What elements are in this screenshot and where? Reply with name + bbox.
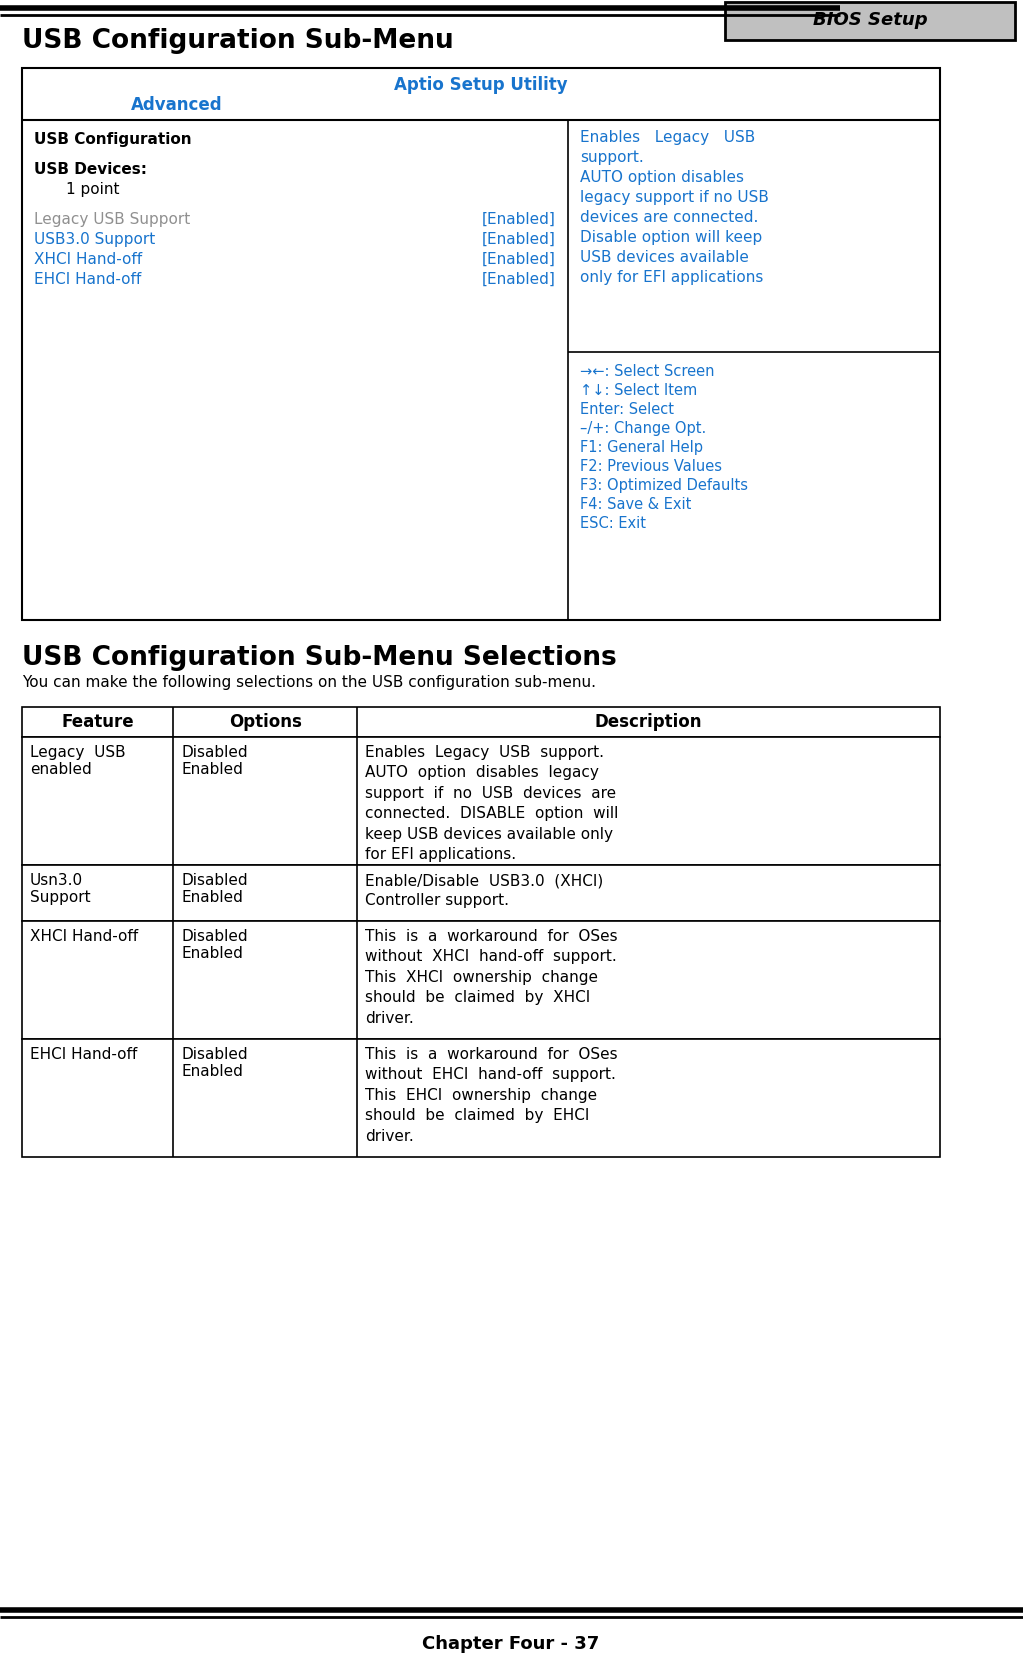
Text: USB Devices:: USB Devices: <box>34 163 147 178</box>
Bar <box>23 707 940 737</box>
Text: XHCI Hand-off: XHCI Hand-off <box>34 252 142 267</box>
Text: F3: Optimized Defaults: F3: Optimized Defaults <box>580 478 748 493</box>
Text: Legacy  USB
enabled: Legacy USB enabled <box>30 745 126 777</box>
Text: [Enabled]: [Enabled] <box>482 212 555 227</box>
Text: Disabled
Enabled: Disabled Enabled <box>181 1047 249 1079</box>
Text: [Enabled]: [Enabled] <box>482 232 555 247</box>
Text: Disabled
Enabled: Disabled Enabled <box>181 745 249 777</box>
Text: –/+: Change Opt.: –/+: Change Opt. <box>580 422 706 437</box>
Text: Chapter Four - 37: Chapter Four - 37 <box>422 1635 599 1653</box>
Text: Enables  Legacy  USB  support.
AUTO  option  disables  legacy
support  if  no  U: Enables Legacy USB support. AUTO option … <box>365 745 619 862</box>
Text: USB Configuration Sub-Menu: USB Configuration Sub-Menu <box>23 28 454 55</box>
Text: →←: Select Screen: →←: Select Screen <box>580 364 714 378</box>
Text: You can make the following selections on the USB configuration sub-menu.: You can make the following selections on… <box>23 676 596 691</box>
Text: ESC: Exit: ESC: Exit <box>580 516 646 531</box>
Text: AUTO option disables: AUTO option disables <box>580 169 744 184</box>
Text: USB Configuration Sub-Menu Selections: USB Configuration Sub-Menu Selections <box>23 646 617 671</box>
Text: Aptio Setup Utility: Aptio Setup Utility <box>394 76 568 95</box>
Text: Options: Options <box>229 714 302 730</box>
Bar <box>23 737 940 865</box>
Text: Disabled
Enabled: Disabled Enabled <box>181 873 249 905</box>
Text: Advanced: Advanced <box>131 96 223 115</box>
Text: 1 point: 1 point <box>66 183 120 198</box>
Bar <box>23 1039 940 1157</box>
Text: Feature: Feature <box>61 714 134 730</box>
Text: F4: Save & Exit: F4: Save & Exit <box>580 496 692 511</box>
Text: EHCI Hand-off: EHCI Hand-off <box>34 272 141 287</box>
Text: Enables   Legacy   USB: Enables Legacy USB <box>580 129 755 144</box>
Text: EHCI Hand-off: EHCI Hand-off <box>30 1047 137 1062</box>
Text: Usn3.0
Support: Usn3.0 Support <box>30 873 91 905</box>
Text: XHCI Hand-off: XHCI Hand-off <box>30 930 138 945</box>
Text: support.: support. <box>580 149 643 164</box>
Text: Disable option will keep: Disable option will keep <box>580 231 762 246</box>
Bar <box>23 865 940 921</box>
Text: This  is  a  workaround  for  OSes
without  EHCI  hand-off  support.
This  EHCI : This is a workaround for OSes without EH… <box>365 1047 618 1144</box>
Text: This  is  a  workaround  for  OSes
without  XHCI  hand-off  support.
This  XHCI : This is a workaround for OSes without XH… <box>365 930 618 1026</box>
Text: Enter: Select: Enter: Select <box>580 402 674 417</box>
Text: BIOS Setup: BIOS Setup <box>812 12 927 28</box>
Text: legacy support if no USB: legacy support if no USB <box>580 189 769 204</box>
Text: only for EFI applications: only for EFI applications <box>580 271 763 286</box>
Text: Disabled
Enabled: Disabled Enabled <box>181 930 249 961</box>
Text: Description: Description <box>594 714 702 730</box>
Bar <box>725 2 1015 40</box>
Text: USB devices available: USB devices available <box>580 251 749 266</box>
Bar <box>23 921 940 1039</box>
Text: F2: Previous Values: F2: Previous Values <box>580 460 722 475</box>
Text: [Enabled]: [Enabled] <box>482 272 555 287</box>
Text: Enable/Disable  USB3.0  (XHCI)
Controller support.: Enable/Disable USB3.0 (XHCI) Controller … <box>365 873 604 908</box>
Text: USB Configuration: USB Configuration <box>34 133 191 148</box>
Text: devices are connected.: devices are connected. <box>580 211 758 226</box>
Text: Legacy USB Support: Legacy USB Support <box>34 212 190 227</box>
Text: ↑↓: Select Item: ↑↓: Select Item <box>580 383 698 398</box>
Text: [Enabled]: [Enabled] <box>482 252 555 267</box>
Text: USB3.0 Support: USB3.0 Support <box>34 232 155 247</box>
Text: F1: General Help: F1: General Help <box>580 440 703 455</box>
Bar <box>23 68 940 619</box>
